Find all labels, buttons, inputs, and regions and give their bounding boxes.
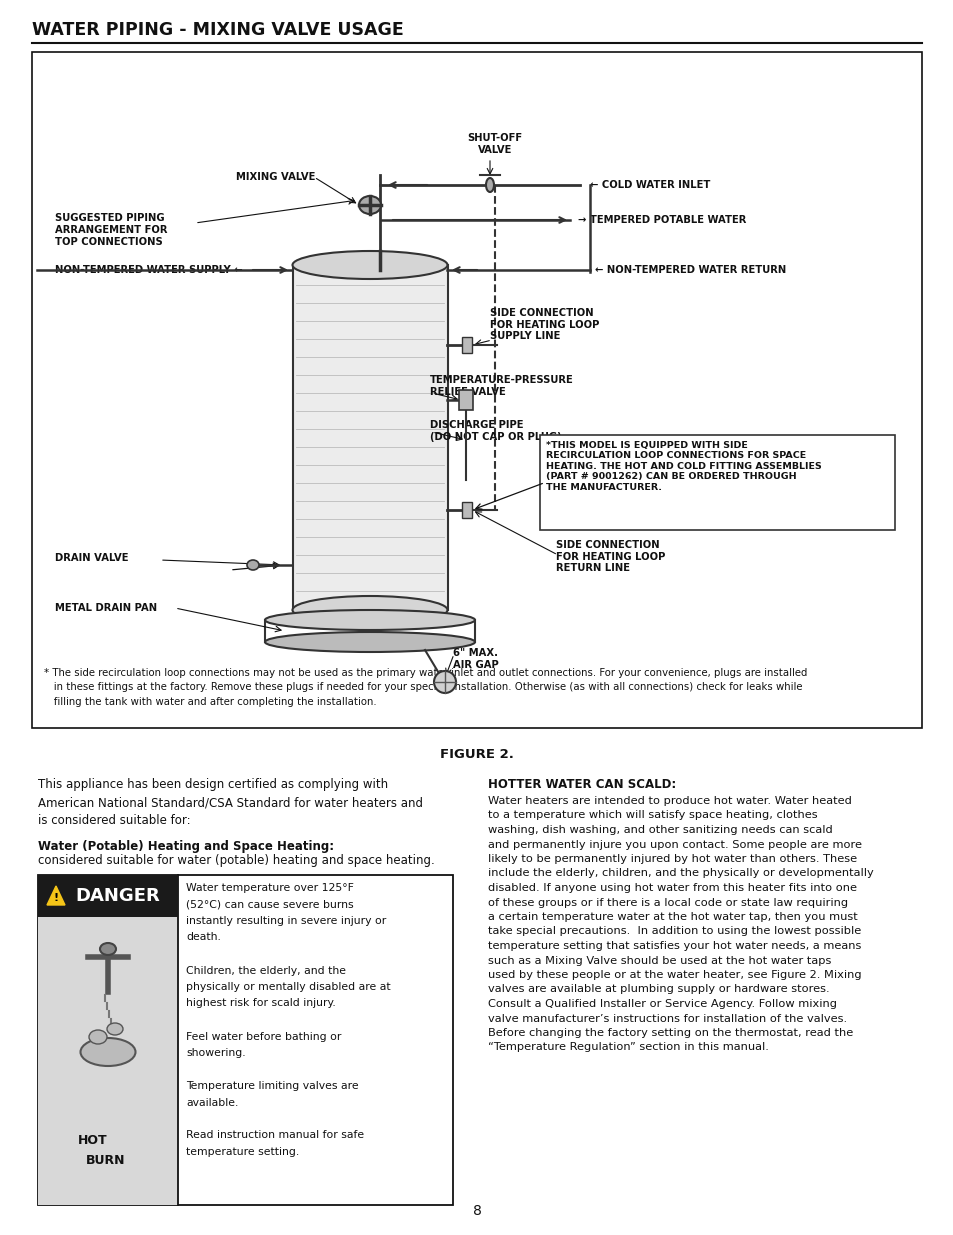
Text: Children, the elderly, and the: Children, the elderly, and the (186, 966, 346, 976)
Bar (461, 337, 472, 353)
Text: METAL DRAIN PAN: METAL DRAIN PAN (55, 603, 157, 613)
Ellipse shape (485, 178, 494, 191)
Text: HOT: HOT (78, 1134, 108, 1146)
Text: physically or mentally disabled are at: physically or mentally disabled are at (186, 982, 390, 992)
Text: → TEMPERED POTABLE WATER: → TEMPERED POTABLE WATER (578, 215, 745, 225)
Bar (38, 876, 453, 1205)
Ellipse shape (293, 597, 447, 624)
Polygon shape (47, 885, 65, 905)
Bar (539, 435, 894, 530)
Ellipse shape (293, 251, 447, 279)
Text: used by these people or at the water heater, see Figure 2. Mixing: used by these people or at the water hea… (488, 969, 861, 981)
Text: SHUT-OFF
VALVE: SHUT-OFF VALVE (467, 133, 522, 156)
Text: *THIS MODEL IS EQUIPPED WITH SIDE
RECIRCULATION LOOP CONNECTIONS FOR SPACE
HEATI: *THIS MODEL IS EQUIPPED WITH SIDE RECIRC… (545, 441, 821, 492)
Text: showering.: showering. (186, 1049, 245, 1058)
Text: FIGURE 2.: FIGURE 2. (439, 748, 514, 761)
Text: of these groups or if there is a local code or state law requiring: of these groups or if there is a local c… (488, 898, 847, 908)
Ellipse shape (434, 671, 456, 693)
Text: Before changing the factory setting on the thermostat, read the: Before changing the factory setting on t… (488, 1028, 852, 1037)
Text: WATER PIPING - MIXING VALVE USAGE: WATER PIPING - MIXING VALVE USAGE (32, 21, 403, 40)
Ellipse shape (358, 196, 380, 214)
Ellipse shape (89, 1030, 107, 1044)
Text: Water temperature over 125°F: Water temperature over 125°F (186, 883, 354, 893)
Text: Water (Potable) Heating and Space Heating:: Water (Potable) Heating and Space Heatin… (38, 840, 334, 853)
Text: BURN: BURN (86, 1153, 126, 1167)
Text: to a temperature which will satisfy space heating, clothes: to a temperature which will satisfy spac… (488, 810, 817, 820)
Text: HOTTER WATER CAN SCALD:: HOTTER WATER CAN SCALD: (488, 778, 676, 790)
Text: ← NON-TEMPERED WATER RETURN: ← NON-TEMPERED WATER RETURN (595, 266, 785, 275)
Text: This appliance has been design certified as complying with
American National Sta: This appliance has been design certified… (38, 778, 422, 827)
Text: highest risk for scald injury.: highest risk for scald injury. (186, 999, 335, 1009)
Text: Temperature limiting valves are: Temperature limiting valves are (186, 1081, 358, 1091)
Text: Consult a Qualified Installer or Service Agency. Follow mixing: Consult a Qualified Installer or Service… (488, 999, 836, 1009)
Text: considered suitable for water (potable) heating and space heating.: considered suitable for water (potable) … (38, 853, 435, 867)
Ellipse shape (80, 1037, 135, 1066)
Ellipse shape (107, 1023, 123, 1035)
Text: DANGER: DANGER (75, 887, 160, 905)
Ellipse shape (100, 944, 116, 955)
Text: temperature setting.: temperature setting. (186, 1147, 299, 1157)
Text: SIDE CONNECTION
FOR HEATING LOOP
RETURN LINE: SIDE CONNECTION FOR HEATING LOOP RETURN … (556, 540, 664, 573)
Text: SUGGESTED PIPING
ARRANGEMENT FOR
TOP CONNECTIONS: SUGGESTED PIPING ARRANGEMENT FOR TOP CON… (55, 214, 168, 247)
Text: instantly resulting in severe injury or: instantly resulting in severe injury or (186, 916, 386, 926)
Bar (38, 876, 178, 1205)
Text: available.: available. (186, 1098, 238, 1108)
Text: such as a Mixing Valve should be used at the hot water taps: such as a Mixing Valve should be used at… (488, 956, 830, 966)
Text: include the elderly, children, and the physically or developmentally: include the elderly, children, and the p… (488, 868, 873, 878)
Ellipse shape (265, 632, 475, 652)
Text: MIXING VALVE: MIXING VALVE (235, 172, 314, 182)
Bar (458, 390, 473, 410)
Text: death.: death. (186, 932, 221, 942)
Bar (293, 266, 448, 610)
Bar (461, 501, 472, 517)
Text: ← COLD WATER INLET: ← COLD WATER INLET (589, 180, 710, 190)
Bar (32, 52, 921, 727)
Text: 8: 8 (472, 1204, 481, 1218)
Text: take special precautions.  In addition to using the lowest possible: take special precautions. In addition to… (488, 926, 861, 936)
Text: temperature setting that satisfies your hot water needs, a means: temperature setting that satisfies your … (488, 941, 861, 951)
Text: “Temperature Regulation” section in this manual.: “Temperature Regulation” section in this… (488, 1042, 768, 1052)
Text: likely to be permanently injured by hot water than others. These: likely to be permanently injured by hot … (488, 853, 856, 864)
Text: washing, dish washing, and other sanitizing needs can scald: washing, dish washing, and other sanitiz… (488, 825, 832, 835)
Text: TEMPERATURE-PRESSURE
RELIEF VALVE: TEMPERATURE-PRESSURE RELIEF VALVE (430, 375, 573, 396)
Text: and permanently injure you upon contact. Some people are more: and permanently injure you upon contact.… (488, 840, 862, 850)
Text: Water heaters are intended to produce hot water. Water heated: Water heaters are intended to produce ho… (488, 797, 851, 806)
Text: Feel water before bathing or: Feel water before bathing or (186, 1031, 341, 1041)
Ellipse shape (247, 559, 258, 571)
Ellipse shape (265, 610, 475, 630)
Text: (52°C) can cause severe burns: (52°C) can cause severe burns (186, 899, 354, 909)
Text: !: ! (53, 893, 58, 903)
Text: * The side recirculation loop connections may not be used as the primary water i: * The side recirculation loop connection… (44, 668, 806, 706)
Text: valve manufacturer’s instructions for installation of the valves.: valve manufacturer’s instructions for in… (488, 1014, 846, 1024)
Text: 6" MAX.
AIR GAP: 6" MAX. AIR GAP (453, 648, 498, 669)
Text: DISCHARGE PIPE
(DO NOT CAP OR PLUG): DISCHARGE PIPE (DO NOT CAP OR PLUG) (430, 420, 561, 442)
Text: NON-TEMPERED WATER SUPPLY ←: NON-TEMPERED WATER SUPPLY ← (55, 266, 242, 275)
Text: DRAIN VALVE: DRAIN VALVE (55, 553, 129, 563)
Text: disabled. If anyone using hot water from this heater fits into one: disabled. If anyone using hot water from… (488, 883, 856, 893)
Text: a certain temperature water at the hot water tap, then you must: a certain temperature water at the hot w… (488, 911, 857, 923)
Text: SIDE CONNECTION
FOR HEATING LOOP
SUPPLY LINE: SIDE CONNECTION FOR HEATING LOOP SUPPLY … (490, 308, 598, 341)
Text: valves are available at plumbing supply or hardware stores.: valves are available at plumbing supply … (488, 984, 829, 994)
Text: Read instruction manual for safe: Read instruction manual for safe (186, 1130, 364, 1140)
Bar (38, 876, 178, 918)
